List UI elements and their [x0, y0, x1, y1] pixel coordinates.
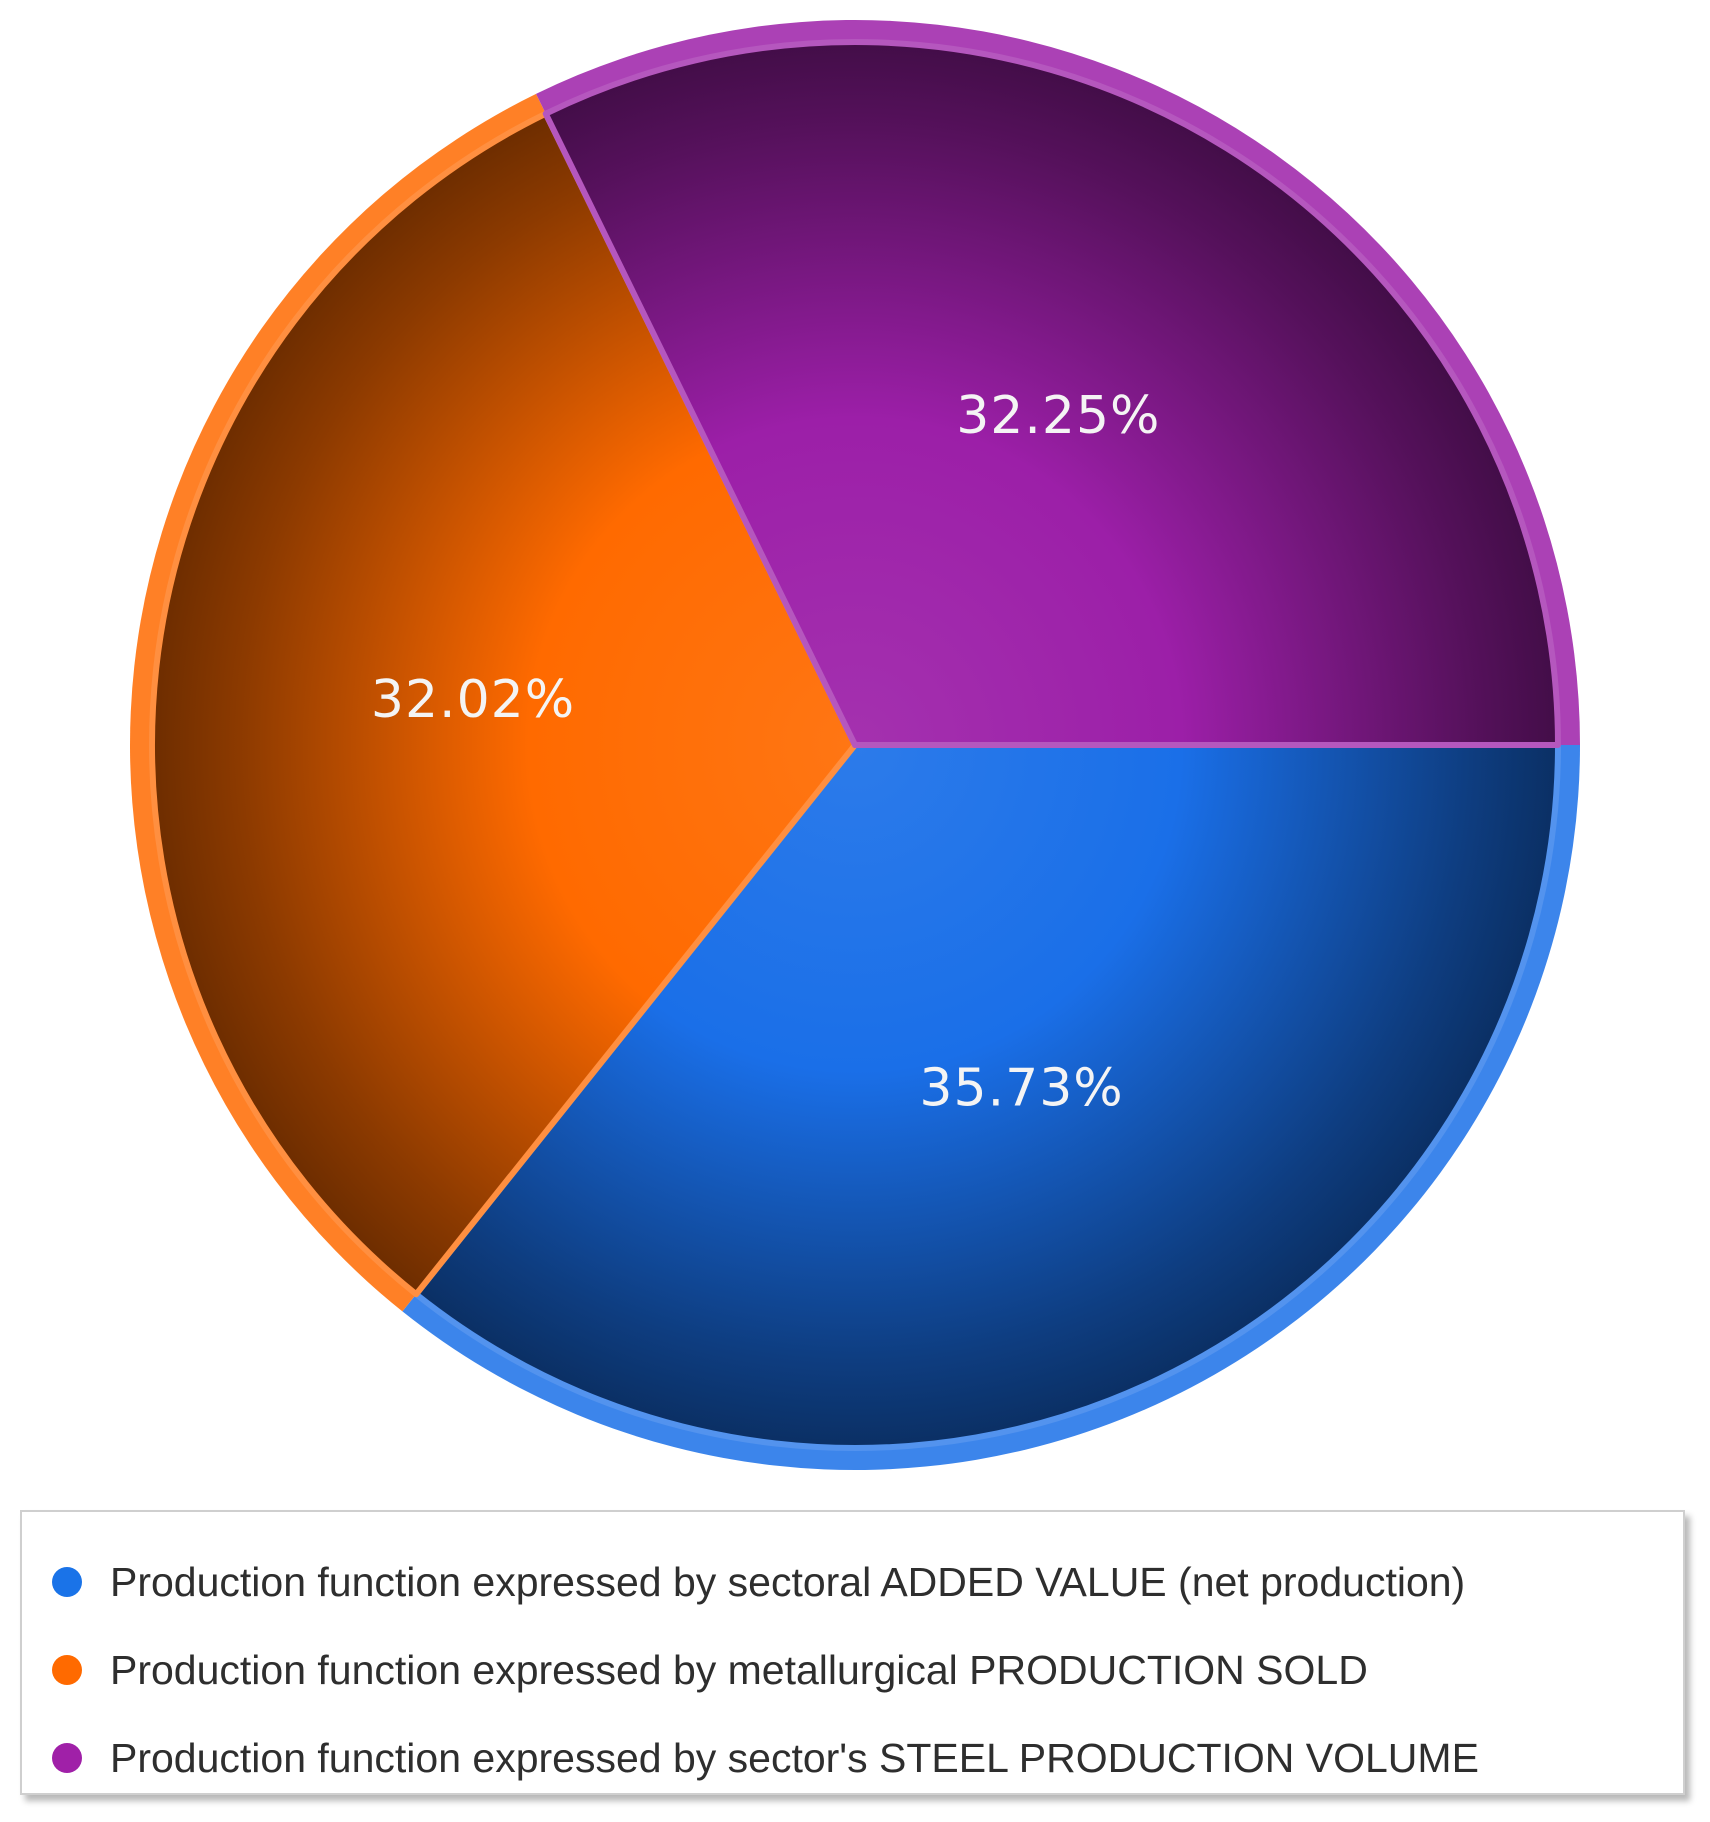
pie-data-label: 32.02% — [371, 670, 575, 730]
pie-slice[interactable] — [149, 110, 858, 1298]
legend: Production function expressed by sectora… — [20, 1510, 1685, 1795]
legend-marker-icon — [52, 1655, 82, 1685]
legend-label: Production function expressed by metallu… — [110, 1646, 1368, 1693]
pie-data-label: 35.73% — [919, 1058, 1123, 1118]
pie-slices — [129, 20, 1581, 1470]
pie-data-labels: 35.73% 32.02% 32.25% — [371, 386, 1160, 1118]
pie-slice[interactable] — [413, 742, 1561, 1451]
legend-item-added-value[interactable]: Production function expressed by sectora… — [52, 1552, 1465, 1612]
pie-slice[interactable] — [542, 39, 1561, 748]
legend-item-steel-volume[interactable]: Production function expressed by sector'… — [52, 1728, 1479, 1788]
legend-label: Production function expressed by sectora… — [110, 1558, 1466, 1605]
legend-marker-icon — [52, 1743, 82, 1773]
legend-marker-icon — [52, 1567, 82, 1597]
pie-data-label: 32.25% — [956, 386, 1160, 446]
legend-item-production-sold[interactable]: Production function expressed by metallu… — [52, 1640, 1368, 1700]
legend-label: Production function expressed by sector'… — [110, 1734, 1479, 1781]
pie-chart: 35.73% 32.02% 32.25% — [129, 20, 1581, 1470]
